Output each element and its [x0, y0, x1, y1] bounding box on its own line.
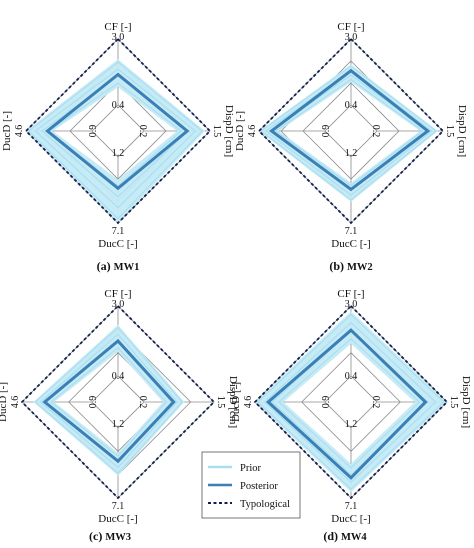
tick-label-dispd-inner: 0.2 — [370, 125, 381, 138]
tick-label-ducc-outer: 7.1 — [112, 226, 125, 237]
tick-label-dispd-outer: 1.5 — [215, 396, 226, 409]
tick-label-dispd-inner: 0.2 — [137, 125, 148, 138]
axis-label-ducc: DucC [-] — [331, 238, 370, 250]
prior-line — [27, 61, 203, 220]
typological-line — [24, 37, 212, 225]
tick-label-cf-outer: 3.0 — [345, 299, 358, 310]
axis-label-ducd: DucD [-] — [234, 111, 246, 151]
tick-label-ducd-outer: 4.6 — [10, 396, 21, 409]
axis-label-dispd: DispD [cm] — [460, 376, 472, 428]
tick-label-cf-inner: 0.4 — [345, 100, 358, 111]
panel-caption-prefix: (d) — [323, 529, 341, 543]
tick-label-ducc-inner: 1.2 — [345, 148, 358, 159]
prior-band — [33, 324, 185, 476]
tick-label-cf-inner: 0.4 — [112, 100, 125, 111]
panel-caption: (a) MW1 — [97, 259, 140, 273]
radar-panel-mw4: 3.0 0.4 7.1 1.2 1.5 0.2 4.6 0.9 CF [-] DucC [-] Di… — [230, 288, 472, 543]
tick-label-cf-inner: 0.4 — [345, 371, 358, 382]
axis-label-ducd: DucD [-] — [1, 111, 13, 151]
tick-label-ducd-inner: 0.9 — [321, 125, 332, 138]
panel-caption-name: MW3 — [105, 532, 131, 543]
axis-label-dispd: DispD [cm] — [223, 105, 235, 157]
prior-band — [255, 311, 447, 493]
typological-line — [20, 304, 216, 500]
panel-caption-name: MW2 — [347, 262, 373, 273]
axis-label-cf: CF [-] — [104, 21, 131, 33]
radar-panels: 3.0 0.4 7.1 1.2 1.5 0.2 4.6 0.9 CF [-] DucC [-] Di… — [0, 21, 472, 543]
panel-caption-prefix: (b) — [329, 259, 347, 273]
prior-line — [34, 68, 197, 209]
legend-prior-label: Prior — [240, 463, 262, 474]
legend: Prior Posterior Typological — [201, 451, 301, 519]
tick-label-ducc-outer: 7.1 — [345, 501, 358, 512]
tick-label-ducd-outer: 4.6 — [247, 125, 258, 138]
axis-label-cf: CF [-] — [104, 288, 131, 300]
prior-line — [264, 69, 433, 196]
axis-label-ducd: DucD [-] — [0, 382, 9, 422]
tick-label-cf-outer: 3.0 — [345, 32, 358, 43]
tick-label-ducd-inner: 0.9 — [88, 396, 99, 409]
tick-label-ducc-outer: 7.1 — [112, 501, 125, 512]
axis-label-ducc: DucC [-] — [98, 238, 137, 250]
prior-line — [278, 337, 421, 469]
radar-panel-mw3: 3.0 0.4 7.1 1.2 1.5 0.2 4.6 0.9 CF [-] DucC [-] Di… — [0, 288, 239, 543]
axis-label-cf: CF [-] — [337, 21, 364, 33]
prior-line — [47, 82, 183, 187]
tick-label-dispd-outer: 1.5 — [448, 396, 459, 409]
prior-line — [264, 321, 437, 483]
panel-caption-prefix: (a) — [97, 259, 114, 273]
panel-caption-prefix: (c) — [89, 529, 105, 543]
radar-panel-mw1: 3.0 0.4 7.1 1.2 1.5 0.2 4.6 0.9 CF [-] DucC [-] Di… — [1, 21, 235, 273]
tick-label-cf-outer: 3.0 — [112, 32, 125, 43]
tick-label-dispd-outer: 1.5 — [211, 125, 222, 138]
tick-label-dispd-outer: 1.5 — [444, 125, 455, 138]
posterior-line — [42, 338, 176, 464]
tick-label-ducd-inner: 0.9 — [321, 396, 332, 409]
typological-line — [253, 304, 449, 500]
tick-label-ducc-inner: 1.2 — [345, 419, 358, 430]
panel-caption-name: MW4 — [341, 532, 367, 543]
tick-label-ducc-inner: 1.2 — [112, 419, 125, 430]
axis-label-dispd: DispD [cm] — [456, 105, 468, 157]
prior-band — [26, 59, 205, 223]
prior-line — [34, 326, 183, 475]
tick-label-ducc-outer: 7.1 — [345, 226, 358, 237]
axis-label-ducd: DucD [-] — [230, 382, 242, 422]
typological-line — [257, 37, 445, 225]
tick-label-cf-inner: 0.4 — [112, 371, 125, 382]
prior-line — [39, 333, 178, 469]
axis-label-ducc: DucC [-] — [98, 513, 137, 525]
panel-caption: (c) MW3 — [89, 529, 131, 543]
panel-caption: (d) MW4 — [323, 529, 367, 543]
posterior-line — [265, 328, 428, 480]
tick-label-ducd-outer: 4.6 — [14, 125, 25, 138]
tick-label-dispd-inner: 0.2 — [370, 396, 381, 409]
tick-label-ducd-outer: 4.6 — [243, 396, 254, 409]
prior-line — [274, 78, 424, 187]
legend-posterior-label: Posterior — [240, 481, 278, 492]
prior-line — [50, 346, 167, 458]
panel-caption: (b) MW2 — [329, 259, 372, 273]
axis-label-dispd: DispD [cm] — [227, 376, 239, 428]
tick-label-ducd-inner: 0.9 — [88, 125, 99, 138]
radar-panel-mw2: 3.0 0.4 7.1 1.2 1.5 0.2 4.6 0.9 CF [-] DucC [-] Di… — [234, 21, 468, 273]
axis-label-cf: CF [-] — [337, 288, 364, 300]
tick-label-dispd-inner: 0.2 — [137, 396, 148, 409]
axis-label-ducc: DucC [-] — [331, 513, 370, 525]
legend-typological-label: Typological — [240, 499, 290, 510]
tick-label-ducc-inner: 1.2 — [112, 148, 125, 159]
posterior-line — [45, 72, 190, 191]
prior-line — [259, 65, 438, 201]
posterior-line — [268, 68, 431, 192]
panel-caption-name: MW1 — [114, 262, 140, 273]
prior-line — [256, 313, 445, 491]
tick-label-cf-outer: 3.0 — [112, 299, 125, 310]
